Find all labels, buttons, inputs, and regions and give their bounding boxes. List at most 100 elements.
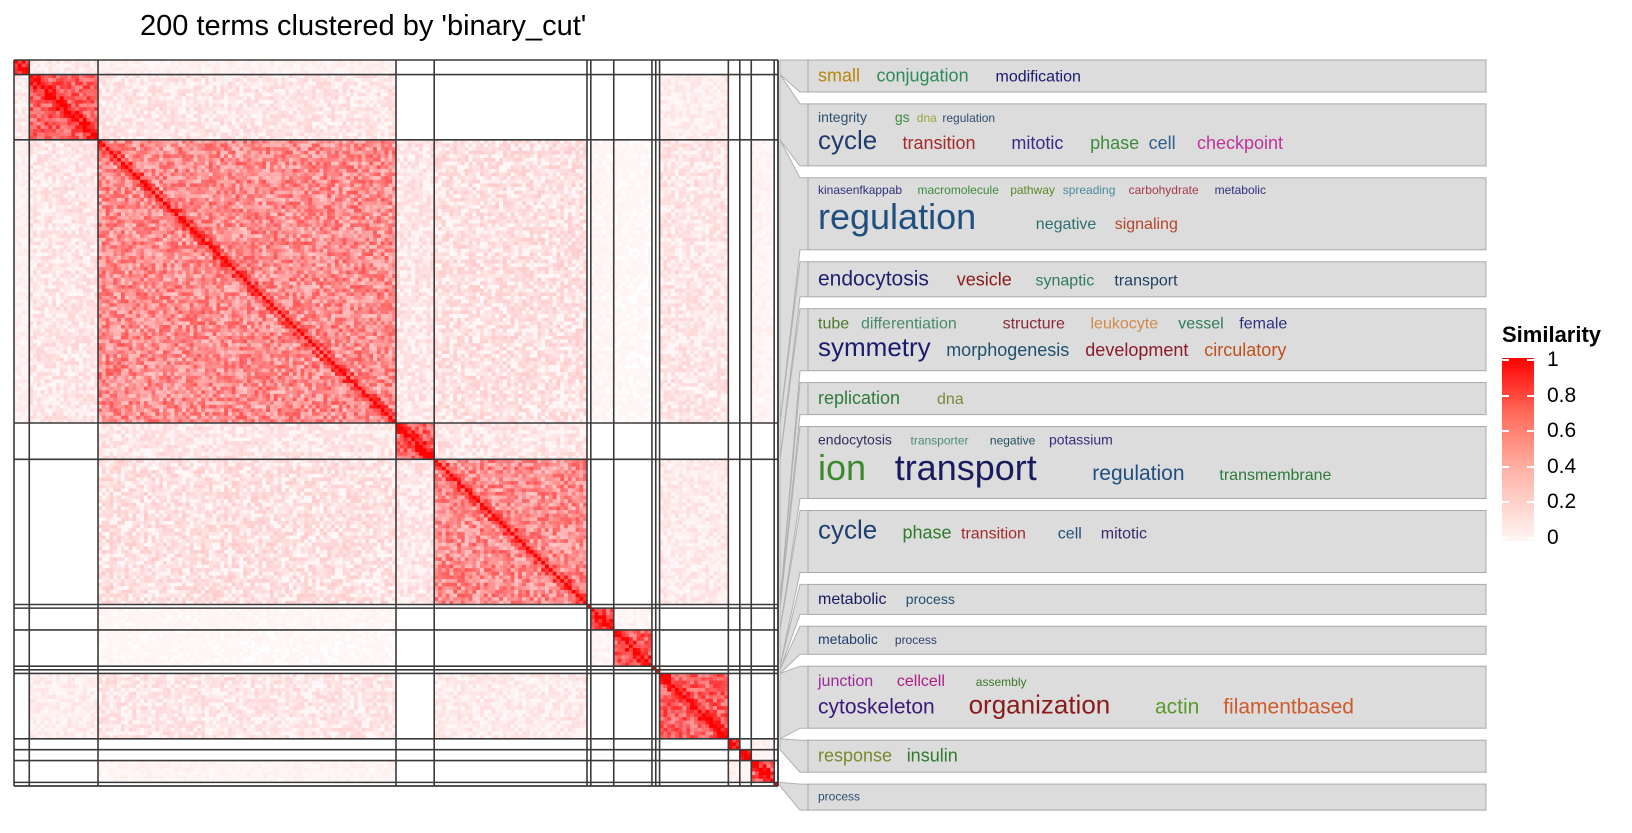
heatmap-cell — [140, 70, 145, 75]
heatmap-cell — [713, 78, 718, 83]
heatmap-cell — [29, 60, 34, 64]
heatmap-cell — [52, 60, 57, 64]
heatmap-cell — [369, 96, 374, 101]
heatmap-cell — [227, 74, 233, 79]
heatmap-cell — [319, 85, 324, 90]
heatmap-cell — [29, 67, 34, 72]
heatmap-cell — [136, 92, 141, 97]
heatmap-cell — [350, 85, 355, 90]
heatmap-cell — [98, 92, 103, 97]
heatmap-cell — [205, 96, 210, 101]
heatmap-cell — [334, 67, 339, 72]
heatmap-cell — [296, 63, 301, 68]
heatmap-cell — [220, 78, 225, 83]
heatmap-cell — [143, 67, 148, 72]
heatmap-cell — [178, 81, 183, 86]
heatmap-cell — [384, 99, 389, 104]
heatmap-cell — [56, 81, 61, 86]
heatmap-cell — [166, 74, 171, 79]
heatmap-cell — [29, 70, 34, 75]
heatmap-cell — [105, 74, 110, 79]
heatmap-cell — [113, 63, 118, 68]
heatmap-cell — [709, 96, 714, 101]
heatmap-cell — [205, 70, 210, 75]
heatmap-cell — [296, 78, 301, 83]
heatmap-cell — [254, 89, 259, 93]
heatmap-cell — [208, 85, 213, 90]
heatmap-cell — [189, 60, 194, 64]
heatmap-cell — [67, 89, 72, 93]
heatmap-cell — [36, 74, 42, 79]
heatmap-cell — [300, 85, 305, 90]
heatmap-cell — [350, 60, 355, 64]
heatmap-cell — [140, 89, 145, 93]
heatmap-cell — [231, 74, 236, 79]
heatmap-cell — [212, 96, 217, 101]
heatmap-cell — [201, 85, 206, 90]
heatmap-cell — [21, 96, 26, 101]
heatmap-cell — [94, 92, 99, 97]
heatmap-cell — [205, 92, 210, 97]
heatmap-cell — [365, 96, 370, 101]
heatmap-cell — [258, 96, 263, 101]
heatmap-cell — [247, 70, 252, 75]
heatmap-cell — [300, 92, 305, 97]
heatmap-cell — [220, 96, 225, 101]
heatmap-cell — [140, 63, 145, 68]
heatmap-cell — [124, 96, 129, 101]
heatmap-cell — [667, 74, 672, 79]
heatmap-cell — [365, 89, 370, 93]
heatmap-cell — [357, 99, 362, 104]
heatmap-cell — [40, 70, 45, 75]
heatmap-cell — [124, 85, 129, 90]
heatmap-cell — [380, 63, 385, 68]
heatmap-cell — [323, 92, 328, 97]
heatmap-cell — [36, 81, 42, 86]
heatmap-cell — [357, 96, 362, 101]
heatmap-cell — [300, 81, 305, 86]
heatmap-cell — [101, 89, 106, 93]
heatmap-cell — [674, 78, 679, 83]
heatmap-cell — [109, 74, 114, 79]
heatmap-cell — [86, 81, 91, 86]
heatmap-cell — [671, 96, 676, 101]
heatmap-cell — [14, 60, 19, 64]
heatmap-cell — [254, 85, 259, 90]
heatmap-cell — [56, 96, 61, 101]
heatmap-cell — [113, 78, 118, 83]
heatmap-cell — [98, 89, 103, 93]
heatmap-cell — [327, 81, 332, 86]
heatmap-cell — [690, 92, 695, 97]
heatmap-cell — [262, 85, 267, 90]
heatmap-cell — [147, 96, 152, 101]
heatmap-cell — [21, 81, 26, 86]
heatmap-cell — [227, 92, 233, 97]
heatmap-cell — [258, 63, 263, 68]
heatmap-cell — [162, 70, 168, 75]
heatmap-cell — [365, 99, 370, 104]
heatmap-cell — [124, 92, 129, 97]
heatmap-cell — [308, 99, 313, 104]
heatmap-cell — [101, 74, 106, 79]
heatmap-cell — [693, 78, 699, 83]
heatmap-cell — [720, 85, 725, 90]
heatmap-cell — [155, 81, 160, 86]
heatmap-cell — [128, 89, 133, 93]
heatmap-cell — [208, 78, 213, 83]
heatmap-cell — [235, 85, 240, 90]
heatmap-cell — [143, 81, 148, 86]
heatmap-cell — [365, 60, 370, 64]
heatmap-cell — [247, 78, 252, 83]
heatmap-cell — [178, 70, 183, 75]
heatmap-cell — [327, 96, 332, 101]
heatmap-cell — [52, 67, 57, 72]
heatmap-cell — [388, 74, 393, 79]
heatmap-cell — [52, 92, 57, 97]
heatmap-cell — [120, 67, 126, 72]
heatmap-cell — [224, 74, 229, 79]
heatmap-cell — [269, 81, 275, 86]
heatmap-cell — [63, 89, 68, 93]
heatmap-cell — [315, 85, 320, 90]
heatmap-cell — [197, 63, 202, 68]
heatmap-cell — [311, 99, 317, 104]
